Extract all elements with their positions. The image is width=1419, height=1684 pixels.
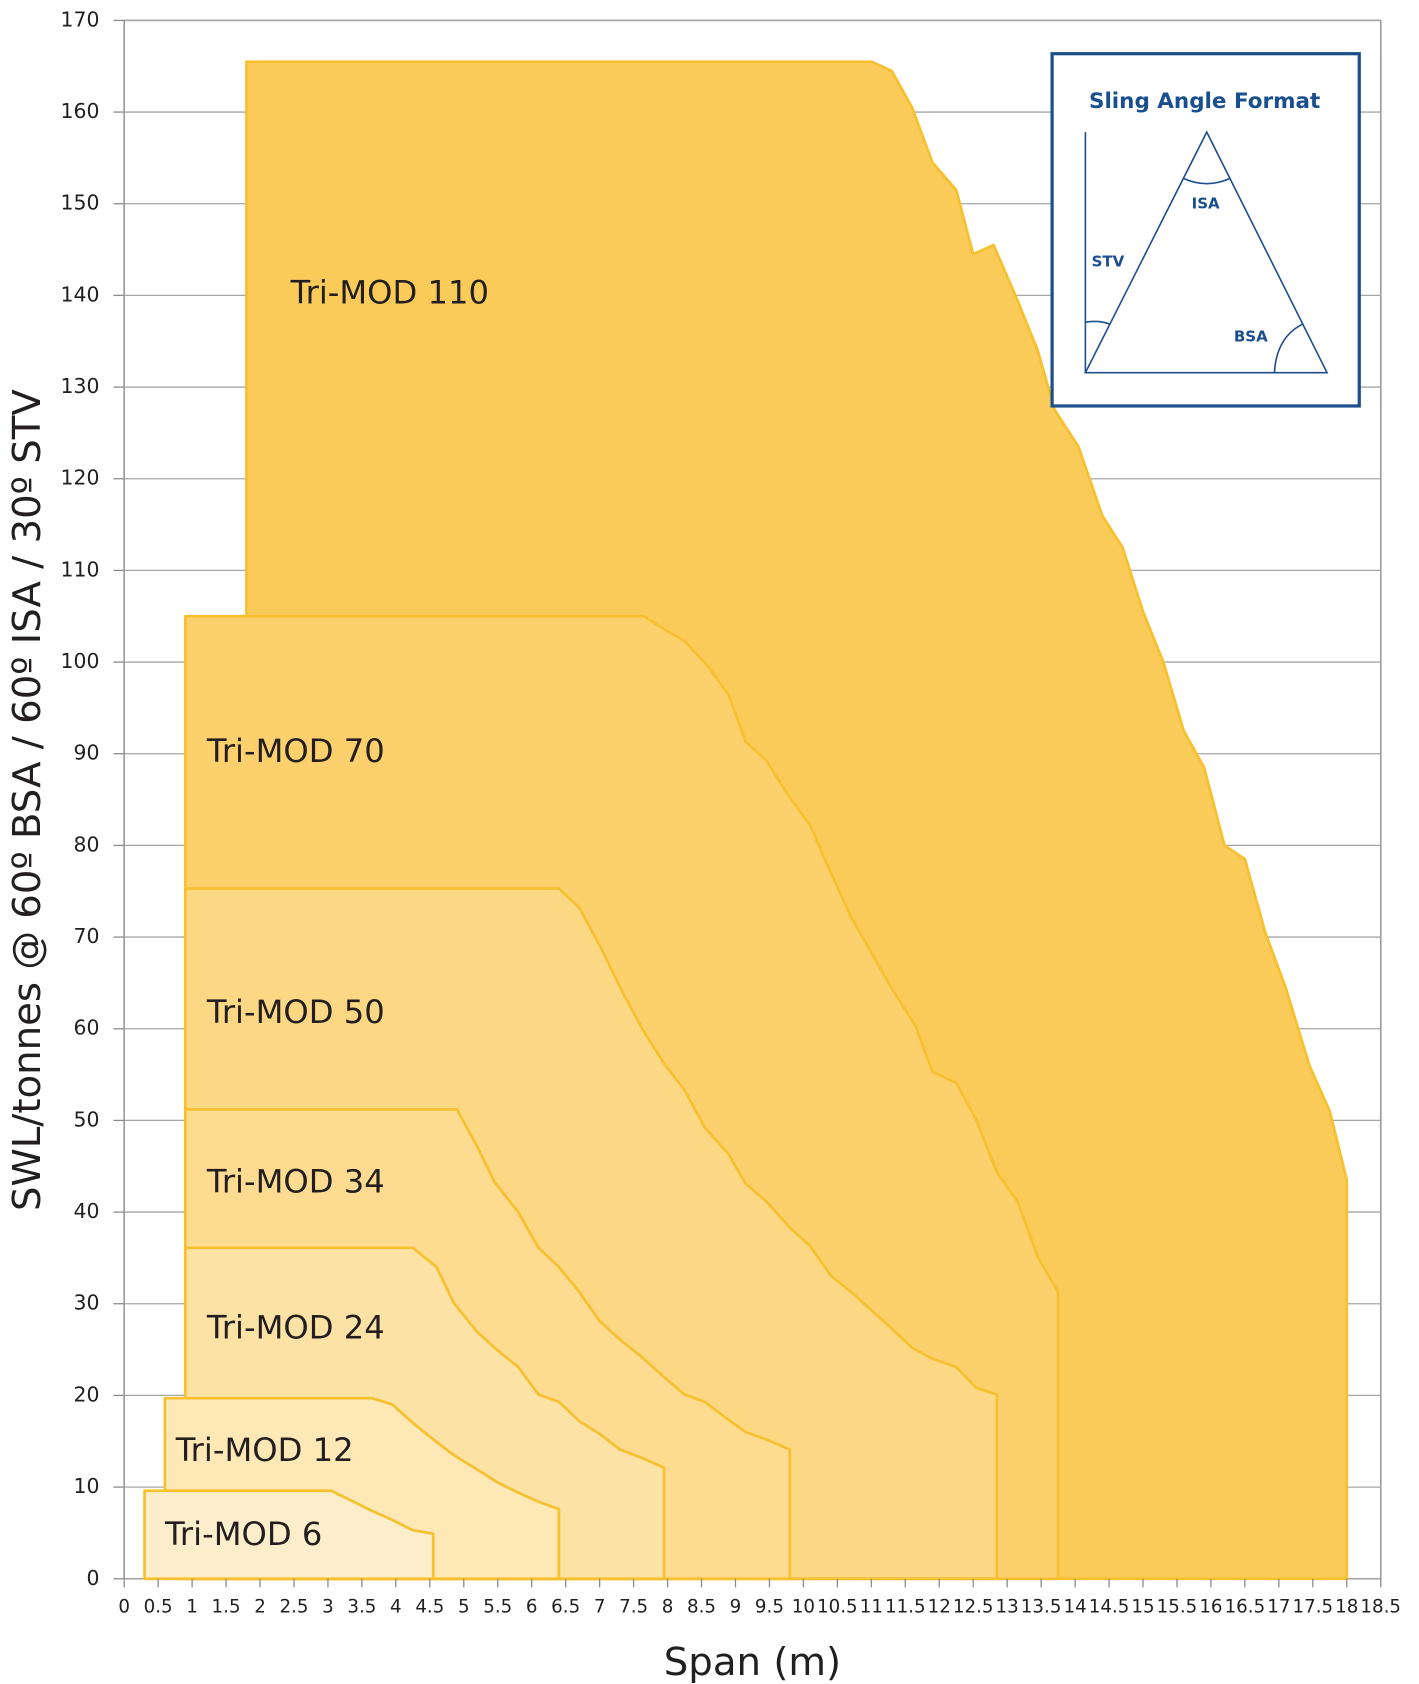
x-tick-label: 0 <box>118 1597 130 1618</box>
inset: Sling Angle Format ISA STV BSA <box>1050 52 1361 408</box>
x-tick-label: 18 <box>1335 1597 1358 1618</box>
y-axis-title: SWL/tonnes @ 60º BSA / 60º ISA / 30º STV <box>5 389 50 1211</box>
series-label: Tri-MOD 34 <box>206 1163 385 1201</box>
series-label: Tri-MOD 6 <box>164 1515 322 1553</box>
x-tick-label: 1.5 <box>212 1597 241 1618</box>
series-label: Tri-MOD 110 <box>290 273 489 311</box>
x-tick-label: 9.5 <box>755 1597 784 1618</box>
y-tick-label: 150 <box>61 191 100 215</box>
x-tick-label: 2.5 <box>279 1597 308 1618</box>
x-tick-label: 18.5 <box>1360 1597 1401 1618</box>
y-tick-label: 20 <box>74 1382 100 1406</box>
x-tick-label: 12.5 <box>953 1597 994 1618</box>
x-tick-label: 8.5 <box>687 1597 716 1618</box>
y-tick-label: 0 <box>86 1566 99 1590</box>
y-tick-label: 130 <box>61 374 100 398</box>
y-tick-label: 90 <box>74 741 100 765</box>
x-tick-label: 15 <box>1131 1597 1154 1618</box>
x-tick-label: 8 <box>662 1597 674 1618</box>
x-tick-label: 5 <box>458 1597 470 1618</box>
x-tick-label: 2 <box>254 1597 266 1618</box>
y-tick-label: 50 <box>74 1107 100 1131</box>
x-tick-label: 17.5 <box>1292 1597 1333 1618</box>
x-tick-label: 5.5 <box>483 1597 512 1618</box>
y-tick-label: 170 <box>61 7 100 31</box>
x-tick-label: 4.5 <box>415 1597 444 1618</box>
x-tick-label: 6 <box>526 1597 538 1618</box>
areas <box>143 60 1349 1581</box>
x-tick-label: 14.5 <box>1089 1597 1130 1618</box>
x-tick-label: 3 <box>322 1597 334 1618</box>
y-tick-label: 160 <box>61 99 100 123</box>
x-axis-title: Span (m) <box>664 1640 841 1684</box>
x-tick-label: 0.5 <box>144 1597 173 1618</box>
y-tick-label: 140 <box>61 282 100 306</box>
x-tick-label: 14 <box>1063 1597 1086 1618</box>
x-tick-label: 4 <box>390 1597 402 1618</box>
y-tick-label: 30 <box>74 1291 100 1315</box>
y-tick-label: 110 <box>61 557 100 581</box>
x-tick-label: 13 <box>996 1597 1019 1618</box>
bsa-label: BSA <box>1234 328 1268 346</box>
inset-title: Sling Angle Format <box>1089 89 1320 114</box>
ticks: 0102030405060708090100110120130140150160… <box>61 7 1401 1617</box>
y-tick-label: 100 <box>61 649 100 673</box>
x-tick-label: 13.5 <box>1021 1597 1062 1618</box>
x-tick-label: 11 <box>860 1597 883 1618</box>
x-tick-label: 16.5 <box>1225 1597 1266 1618</box>
y-tick-label: 120 <box>61 466 100 490</box>
series-label: Tri-MOD 70 <box>206 732 385 770</box>
x-tick-label: 7 <box>594 1597 606 1618</box>
x-tick-label: 11.5 <box>885 1597 926 1618</box>
y-tick-label: 70 <box>74 924 100 948</box>
x-tick-label: 17 <box>1267 1597 1290 1618</box>
isa-label: ISA <box>1192 195 1220 213</box>
x-tick-label: 1 <box>186 1597 198 1618</box>
stv-label: STV <box>1092 253 1125 271</box>
series-label: Tri-MOD 12 <box>175 1431 354 1469</box>
stv-arc <box>1085 320 1111 326</box>
y-tick-label: 40 <box>74 1199 100 1223</box>
area <box>143 1489 435 1581</box>
x-tick-label: 9 <box>730 1597 742 1618</box>
labels: Tri-MOD 110 Tri-MOD 70 Tri-MOD 50 Tri-MOD 3… <box>164 273 489 1553</box>
x-tick-label: 3.5 <box>347 1597 376 1618</box>
x-tick-label: 12 <box>928 1597 951 1618</box>
y-tick-label: 80 <box>74 832 100 856</box>
x-tick-label: 7.5 <box>619 1597 648 1618</box>
x-tick-label: 15.5 <box>1157 1597 1198 1618</box>
series-label: Tri-MOD 50 <box>206 993 385 1031</box>
x-tick-label: 16 <box>1199 1597 1222 1618</box>
x-tick-label: 10 <box>792 1597 815 1618</box>
x-tick-label: 10.5 <box>817 1597 858 1618</box>
triangle <box>1084 130 1329 374</box>
y-tick-label: 60 <box>74 1016 100 1040</box>
bsa-arc <box>1273 323 1303 373</box>
y-tick-label: 10 <box>74 1474 100 1498</box>
isa-arc <box>1182 177 1231 185</box>
series-label: Tri-MOD 24 <box>206 1309 385 1347</box>
inset-frame <box>1050 52 1361 408</box>
x-tick-label: 6.5 <box>551 1597 580 1618</box>
